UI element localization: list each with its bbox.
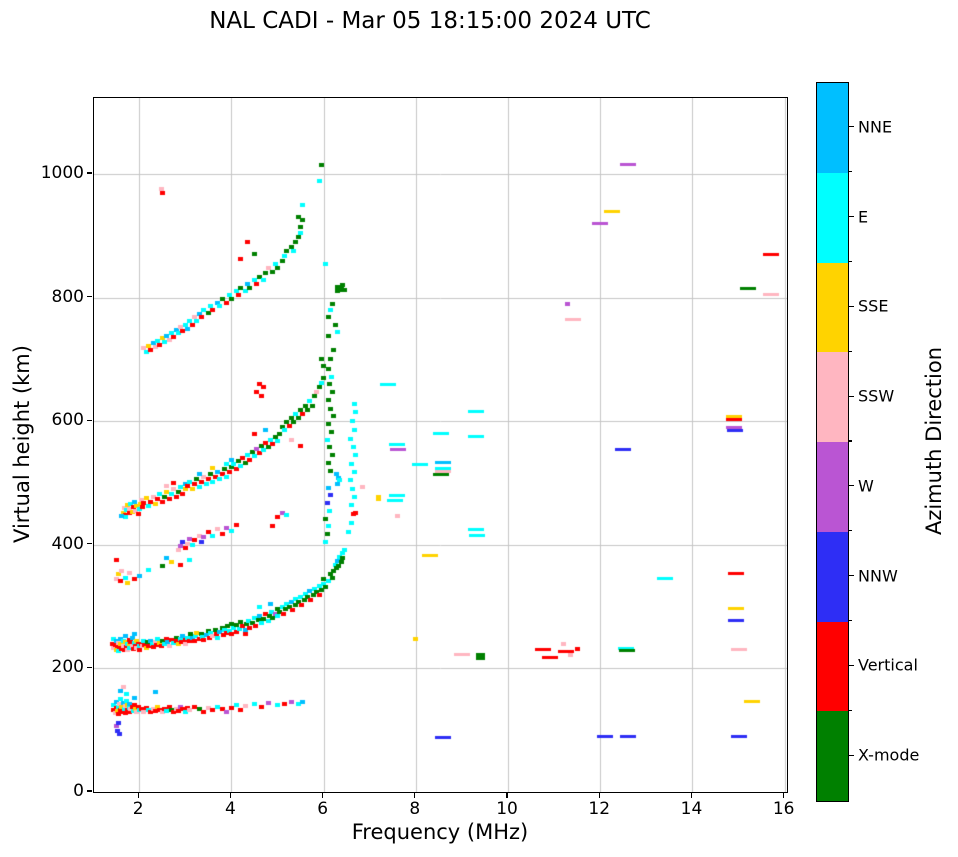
x-tick-label: 4 [224,799,236,819]
colorbar-tick-mark [848,126,854,128]
x-tick-label: 2 [132,799,144,819]
colorbar-segment-e [817,172,848,263]
colorbar-boundary-tick [848,530,852,532]
y-tick-mark [86,543,92,545]
x-axis-label: Frequency (MHz) [351,820,529,844]
colorbar-tick-mark [848,664,854,666]
y-tick-label: 1000 [40,163,84,183]
y-tick-label: 0 [73,781,84,801]
colorbar-segment-w [817,442,848,532]
colorbar-tick-mark [848,216,854,218]
colorbar-tick-label: SSE [858,296,889,316]
y-tick-label: 400 [51,533,84,554]
x-tick-mark [414,792,416,798]
y-tick-mark [86,790,92,792]
x-tick-mark [229,792,231,798]
y-tick-label: 200 [51,657,84,678]
colorbar-tick-mark [848,395,854,397]
x-tick-label: 6 [317,799,329,819]
colorbar-boundary-tick [848,709,852,711]
colorbar-tick-label: Vertical [858,655,918,675]
x-tick-mark [783,792,785,798]
colorbar-boundary-tick [848,619,852,622]
colorbar-tick-label: W [858,476,874,496]
x-tick-label: 16 [772,799,795,819]
x-tick-mark [690,792,693,798]
colorbar-tick-mark [848,485,854,487]
x-tick-label: 14 [680,799,703,819]
colorbar-tick-label: NNE [858,117,893,137]
y-axis-label: Virtual height (km) [10,345,34,543]
colorbar-tick-mark [848,754,854,756]
colorbar-tick-label: X-mode [858,745,920,765]
colorbar-axis-label: Azimuth Direction [922,346,946,536]
y-tick-mark [86,666,92,668]
colorbar-tick-mark [848,305,854,307]
colorbar-segment-nne [817,83,848,173]
x-tick-label: 12 [588,799,611,819]
y-tick-label: 600 [51,410,84,431]
colorbar-segment-sse [817,262,848,353]
colorbar-tick-label: E [858,207,869,227]
y-tick-mark [86,172,92,174]
x-tick-mark [137,792,139,798]
y-tick-mark [86,296,92,298]
colorbar-boundary-tick [848,440,852,442]
x-tick-mark [506,792,508,798]
x-tick-label: 10 [496,799,518,819]
x-tick-mark [322,792,324,798]
scatter-canvas [94,98,787,792]
y-tick-mark [86,419,92,421]
colorbar-segment-ssw [817,352,848,442]
colorbar-segment-nnw [817,531,848,622]
colorbar-tick-mark [848,575,854,577]
colorbar-boundary-tick [848,171,852,173]
x-tick-mark [598,792,600,798]
y-tick-label: 800 [51,286,84,307]
colorbar-boundary-tick [848,260,852,263]
plot-area [93,97,788,793]
colorbar-segment-v [817,621,848,712]
x-tick-label: 8 [409,799,421,819]
colorbar-segment-x [817,711,848,801]
colorbar-tick-label: SSW [858,386,895,406]
colorbar-boundary-tick [848,350,852,352]
colorbar [816,82,849,802]
chart-title: NAL CADI - Mar 05 18:15:00 2024 UTC [209,8,651,34]
colorbar-tick-label: NNW [858,566,898,586]
